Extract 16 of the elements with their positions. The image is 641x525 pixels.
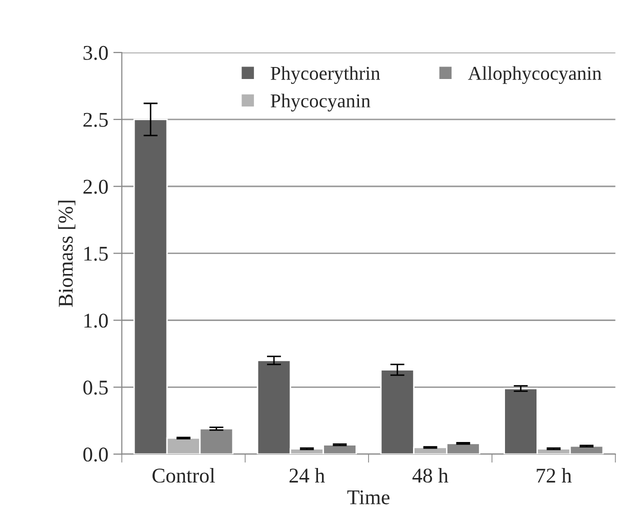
legend-label: Allophycocyanin — [468, 66, 602, 84]
y-tick-label: 1.5 — [84, 246, 108, 261]
x-tick-label: 72 h — [536, 468, 572, 482]
y-tick-label: 0.5 — [83, 380, 108, 395]
x-tick-label: 24 h — [290, 468, 325, 482]
y-tick-label: 0.0 — [83, 448, 108, 462]
legend-label: Phycocyanin — [270, 94, 370, 112]
x-tick-label: 48 h — [412, 468, 448, 483]
y-tick-label: 2.0 — [83, 180, 108, 194]
y-tick-label: 3.0 — [84, 46, 108, 60]
legend-label: Phycoerythrin — [270, 66, 380, 84]
y-tick-label: 2.5 — [83, 112, 108, 127]
x-tick-label: Control — [152, 468, 215, 483]
y-axis-title: Biomass [%] — [58, 200, 76, 307]
x-axis-title: Time — [347, 490, 390, 504]
y-tick-label: 1.0 — [84, 314, 108, 328]
